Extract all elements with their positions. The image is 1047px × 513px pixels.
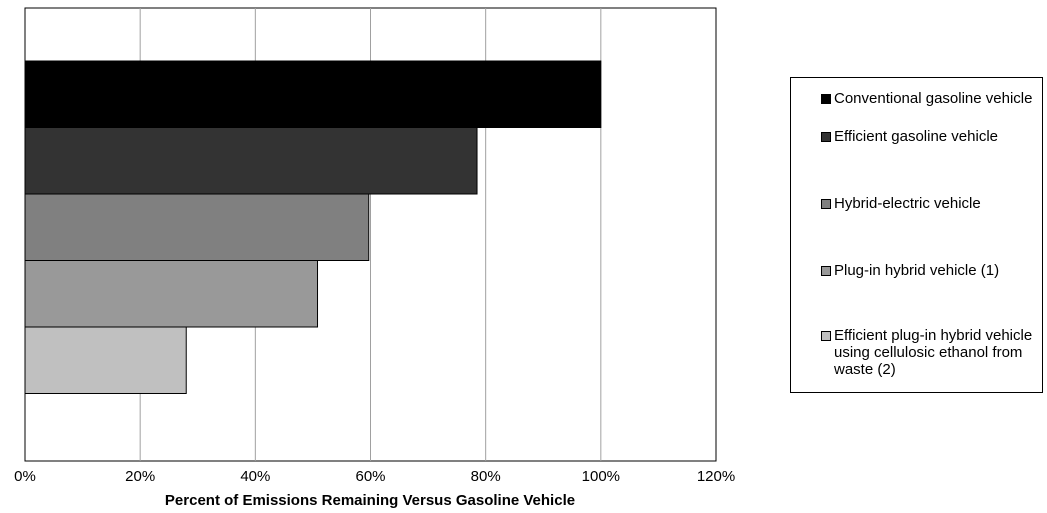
- legend-label: Hybrid-electric vehicle: [834, 195, 981, 212]
- x-tick-labels: 0% 20% 40% 60% 80% 100% 120%: [14, 468, 735, 485]
- legend-swatch: [821, 132, 831, 142]
- x-tick-label: 80%: [471, 468, 501, 485]
- legend-swatch: [821, 94, 831, 104]
- legend-item: Hybrid-electric vehicle: [791, 195, 1042, 212]
- x-tick-label: 100%: [582, 468, 620, 485]
- legend-item: Conventional gasoline vehicle: [791, 90, 1042, 107]
- bars: [24, 60, 602, 394]
- bar: [24, 193, 370, 261]
- legend-item: Plug-in hybrid vehicle (1): [791, 262, 1042, 279]
- bar: [24, 127, 478, 195]
- bar: [24, 326, 187, 394]
- bar: [24, 60, 602, 128]
- legend-item: Efficient plug-in hybrid vehicle using c…: [791, 327, 1042, 378]
- legend-label: Efficient plug-in hybrid vehicle using c…: [834, 327, 1033, 378]
- bar: [24, 260, 319, 328]
- legend-label: Conventional gasoline vehicle: [834, 90, 1033, 107]
- legend-item: Efficient gasoline vehicle: [791, 128, 1042, 145]
- legend-swatch: [821, 331, 831, 341]
- x-tick-label: 20%: [125, 468, 155, 485]
- legend-swatch: [821, 266, 831, 276]
- legend-label: Efficient gasoline vehicle: [834, 128, 998, 145]
- x-tick-label: 0%: [14, 468, 36, 485]
- legend-label: Plug-in hybrid vehicle (1): [834, 262, 1000, 279]
- x-tick-label: 60%: [355, 468, 385, 485]
- x-tick-label: 40%: [240, 468, 270, 485]
- x-axis-label: Percent of Emissions Remaining Versus Ga…: [165, 492, 575, 509]
- x-tick-label: 120%: [697, 468, 735, 485]
- legend-swatch: [821, 199, 831, 209]
- legend: Conventional gasoline vehicle Efficient g…: [790, 77, 1043, 393]
